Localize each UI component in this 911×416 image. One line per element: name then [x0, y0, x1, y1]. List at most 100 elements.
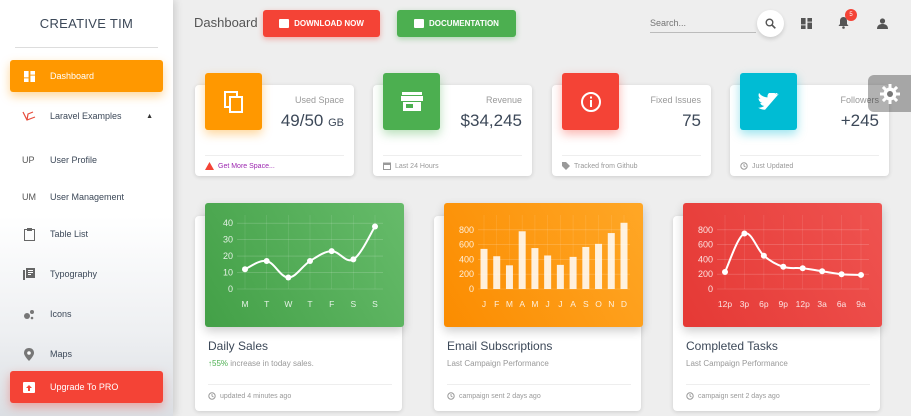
x-tick-label: S	[372, 299, 378, 309]
notification-badge: 5	[845, 9, 857, 21]
clipboard-icon	[22, 227, 36, 241]
search-icon	[765, 18, 776, 29]
info-outline-icon	[562, 73, 619, 130]
download-now-label: DOWNLOAD NOW	[294, 19, 364, 28]
dashboard-toggle-button[interactable]	[797, 14, 815, 32]
stat-footer: Last 24 Hours	[383, 155, 522, 170]
chart-title: Daily Sales	[208, 339, 269, 353]
download-now-button[interactable]: DOWNLOAD NOW	[263, 10, 380, 37]
y-tick-label: 600	[459, 240, 474, 250]
x-tick-label: J	[558, 299, 562, 309]
bar	[595, 243, 603, 289]
user-account-button[interactable]	[873, 14, 891, 32]
unarchive-icon	[22, 381, 36, 393]
y-tick-label: 30	[223, 235, 233, 245]
sidebar-item-user-profile[interactable]: UP User Profile	[10, 144, 163, 176]
stat-footer: Get More Space...	[205, 155, 344, 170]
y-tick-label: 400	[698, 254, 713, 264]
stat-footer: Just Updated	[740, 155, 879, 170]
x-tick-label: A	[570, 299, 576, 309]
stat-card-revenue: Revenue $34,245 Last 24 Hours	[373, 73, 532, 176]
x-tick-label: M	[531, 299, 538, 309]
x-tick-label: F	[494, 299, 499, 309]
x-tick-label: 6a	[837, 299, 847, 309]
chart-category: Last Campaign Performance	[447, 359, 549, 368]
x-tick-label: S	[583, 299, 589, 309]
data-point	[372, 223, 378, 230]
x-tick-label: J	[546, 299, 550, 309]
sidebar-item-laravel-examples[interactable]: Laravel Examples ▲	[10, 100, 163, 132]
stat-footer-text: Last 24 Hours	[395, 162, 439, 170]
daily-sales-chart: 0 10 20 30 40 M T W T F S S	[205, 203, 404, 327]
data-point	[858, 271, 864, 278]
x-tick-label: 12p	[796, 299, 810, 309]
bar	[531, 248, 539, 289]
calendar-icon	[383, 162, 391, 170]
settings-fixed-plugin[interactable]	[868, 75, 911, 112]
bar	[607, 233, 615, 289]
sidebar-item-abbr: UM	[22, 192, 36, 202]
bar	[505, 265, 513, 289]
y-tick-label: 40	[223, 218, 233, 228]
daily-sales-svg: 0 10 20 30 40 M T W T F S S	[223, 215, 383, 309]
y-tick-label: 0	[708, 284, 713, 294]
sidebar-item-table-list[interactable]: Table List	[10, 218, 163, 250]
sidebar: CREATIVE TIM Dashboard Laravel Examples …	[0, 0, 173, 416]
sidebar-item-label: Table List	[50, 229, 89, 239]
arrow-upward-icon: ↑	[208, 359, 212, 368]
x-tick-label: 3p	[740, 299, 750, 309]
y-tick-label: 200	[698, 269, 713, 279]
gear-icon	[879, 83, 900, 104]
sidebar-item-label: Dashboard	[50, 71, 95, 81]
y-tick-label: 20	[223, 251, 233, 261]
stat-category: Followers	[840, 95, 879, 105]
bar	[480, 248, 488, 289]
x-tick-label: A	[519, 299, 525, 309]
person-icon	[876, 17, 888, 29]
x-tick-label: 3a	[817, 299, 827, 309]
search-input[interactable]	[650, 13, 756, 33]
sidebar-item-typography[interactable]: Typography	[10, 258, 163, 290]
y-tick-label: 400	[459, 254, 474, 264]
data-point	[819, 268, 826, 275]
sidebar-item-icons[interactable]: Icons	[10, 298, 163, 330]
sidebar-item-dashboard[interactable]: Dashboard	[10, 60, 163, 92]
y-tick-label: 10	[223, 268, 233, 278]
download-icon	[279, 19, 290, 28]
bell-icon	[838, 17, 848, 29]
sidebar-item-user-management[interactable]: UM User Management	[10, 181, 163, 213]
data-point	[263, 258, 270, 265]
search-button[interactable]	[757, 10, 784, 37]
clock-icon	[208, 392, 216, 400]
sidebar-item-label: Laravel Examples	[50, 111, 122, 121]
warning-icon	[205, 162, 214, 170]
stat-card-fixed-issues: Fixed Issues 75 Tracked from Github	[552, 73, 711, 176]
x-tick-label: 12p	[718, 299, 732, 309]
get-more-space-link[interactable]: Get More Space...	[218, 162, 275, 170]
stat-value: 49/50 GB	[280, 111, 344, 130]
bar	[493, 256, 501, 289]
dashboard-icon	[800, 17, 812, 29]
documentation-button[interactable]: DOCUMENTATION	[397, 10, 516, 37]
bar	[544, 255, 552, 289]
sidebar-item-upgrade-pro[interactable]: Upgrade To PRO	[10, 371, 163, 403]
library-books-icon	[22, 268, 36, 280]
stat-category: Fixed Issues	[650, 95, 701, 105]
bar	[556, 264, 564, 289]
y-tick-label: 800	[459, 225, 474, 235]
brand-logo-text[interactable]: CREATIVE TIM	[15, 0, 158, 48]
x-tick-label: J	[482, 299, 486, 309]
data-point	[328, 248, 335, 255]
completed-tasks-svg: 0 200 400 600 800 12p 3p 6p 9p 12p 3a 6a 9a	[698, 215, 869, 309]
x-tick-label: T	[307, 299, 312, 309]
location-icon	[22, 347, 36, 361]
stat-footer-text: Just Updated	[752, 162, 794, 170]
sidebar-item-label: Icons	[50, 309, 72, 319]
notifications-button[interactable]: 5	[834, 9, 857, 32]
data-point	[285, 274, 292, 281]
page-title[interactable]: Dashboard	[194, 15, 258, 30]
stat-card-used-space: Used Space 49/50 GB Get More Space...	[195, 73, 354, 176]
chart-card-email-subscriptions: 0 200 400 600 800 J F M A M J J A S O N D Email Subscrip…	[434, 203, 643, 411]
sidebar-item-maps[interactable]: Maps	[10, 338, 163, 370]
chart-footer: updated 4 minutes ago	[208, 384, 392, 400]
